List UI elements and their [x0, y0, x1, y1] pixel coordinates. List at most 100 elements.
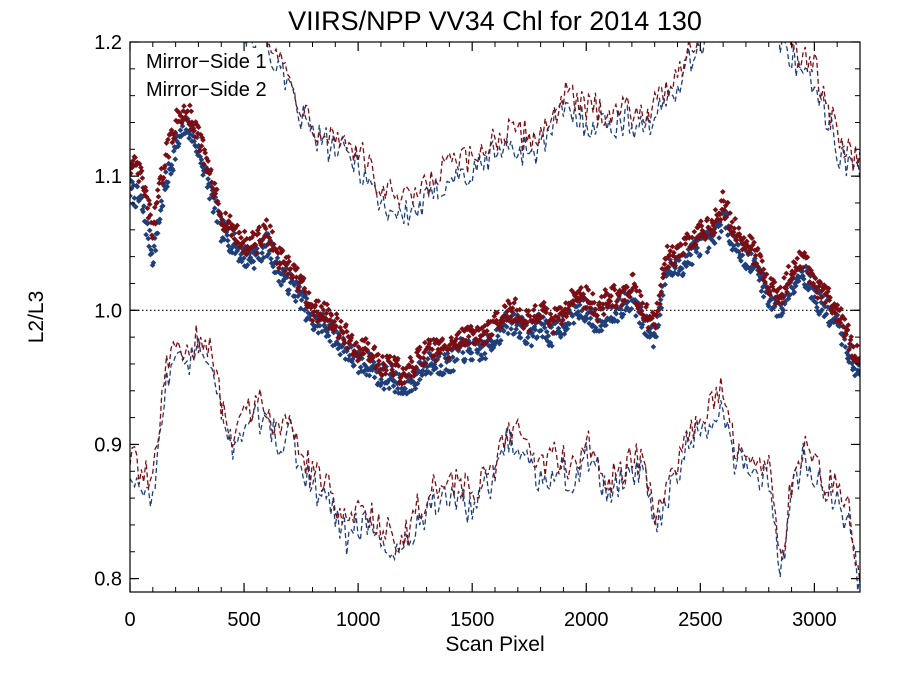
data-point: [532, 326, 539, 333]
data-point: [844, 327, 851, 333]
data-point: [569, 301, 576, 308]
data-point: [146, 243, 152, 250]
data-point: [165, 154, 172, 160]
data-point: [698, 218, 704, 225]
data-point: [200, 161, 207, 167]
data-point: [414, 380, 421, 387]
data-point: [745, 249, 752, 256]
data-point: [364, 347, 371, 353]
data-point: [198, 143, 205, 149]
data-point: [775, 299, 782, 305]
data-point: [594, 312, 601, 319]
data-point: [526, 327, 533, 334]
data-point: [311, 312, 317, 319]
data-point: [525, 308, 532, 314]
data-point: [500, 328, 507, 334]
data-point: [259, 250, 265, 256]
data-point: [759, 258, 766, 264]
data-point: [351, 362, 357, 369]
series-2-upper-envelope: [261, 42, 860, 208]
data-point: [498, 323, 505, 330]
data-point: [215, 200, 222, 207]
data-point: [224, 237, 231, 244]
data-point: [253, 250, 260, 257]
data-point: [706, 245, 712, 251]
data-point: [456, 329, 463, 336]
data-point: [665, 264, 671, 270]
data-point: [512, 296, 519, 302]
data-point: [564, 325, 571, 332]
data-point: [636, 288, 643, 295]
data-point: [743, 238, 750, 245]
data-point: [374, 362, 381, 369]
data-point: [524, 340, 530, 347]
data-point: [795, 278, 802, 284]
data-point: [822, 300, 828, 306]
data-point: [532, 302, 539, 309]
data-point: [661, 261, 668, 268]
data-point: [164, 183, 171, 190]
data-point: [433, 358, 439, 364]
data-point: [613, 310, 620, 317]
data-point: [727, 240, 734, 246]
data-point: [581, 295, 588, 302]
data-point: [242, 247, 249, 254]
data-point: [131, 195, 138, 201]
data-point: [660, 274, 666, 281]
data-point: [823, 311, 830, 317]
data-point: [812, 275, 819, 282]
data-point: [538, 314, 545, 321]
data-point: [729, 219, 736, 225]
data-point: [150, 259, 157, 266]
data-point: [244, 262, 251, 268]
data-point: [191, 127, 198, 134]
data-point: [225, 243, 232, 249]
data-point: [716, 235, 722, 241]
data-point: [152, 220, 159, 227]
data-point: [266, 234, 273, 241]
data-point: [792, 283, 799, 289]
legend-item-mirror-side-1: Mirror−Side 1: [146, 51, 267, 73]
data-point: [503, 323, 510, 330]
data-point: [708, 232, 714, 238]
chart-title: VIIRS/NPP VV34 Chl for 2014 130: [288, 6, 702, 36]
data-point: [689, 261, 695, 268]
data-point: [622, 297, 628, 304]
data-point: [390, 383, 397, 389]
data-point: [842, 344, 849, 350]
data-point: [814, 304, 820, 311]
data-point: [608, 293, 614, 299]
data-point: [566, 321, 573, 327]
data-point: [763, 271, 770, 278]
data-point: [444, 350, 451, 357]
data-point: [730, 229, 737, 236]
data-point: [327, 338, 333, 345]
data-point: [592, 306, 599, 313]
data-point: [825, 285, 832, 292]
data-point: [472, 341, 479, 347]
data-point: [404, 372, 411, 379]
data-point: [250, 258, 257, 265]
data-point: [749, 235, 755, 242]
data-point: [655, 307, 662, 314]
data-point: [416, 344, 423, 351]
data-point: [716, 211, 723, 218]
data-point: [719, 188, 726, 195]
data-point: [262, 225, 269, 232]
data-point: [453, 336, 460, 342]
data-point: [693, 235, 700, 241]
data-point: [760, 293, 767, 300]
data-point: [336, 332, 343, 339]
data-point: [168, 171, 174, 177]
data-point: [857, 368, 860, 375]
data-point: [413, 364, 420, 371]
data-point: [555, 316, 562, 323]
data-point: [162, 162, 168, 169]
data-point: [753, 260, 760, 267]
data-point: [704, 215, 711, 222]
data-point: [154, 187, 161, 193]
data-point: [800, 264, 806, 271]
data-point: [437, 350, 444, 356]
data-point: [276, 278, 282, 285]
data-point: [170, 148, 177, 154]
